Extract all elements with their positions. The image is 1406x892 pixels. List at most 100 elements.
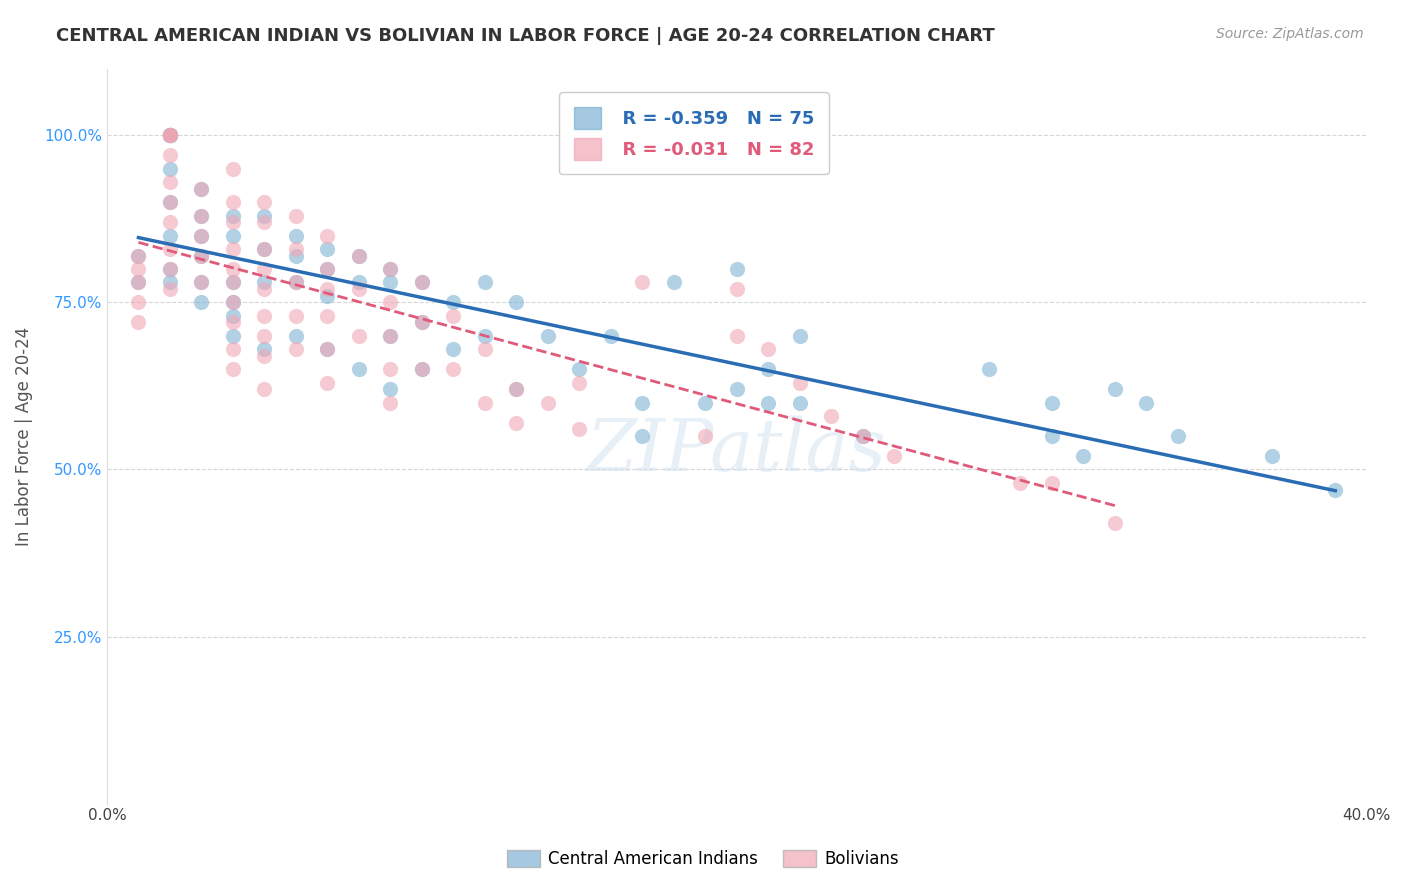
Point: [127, 249, 149, 263]
Point: [411, 276, 433, 290]
Point: [537, 395, 560, 409]
Point: [725, 282, 748, 296]
Point: [568, 362, 591, 376]
Point: [222, 328, 245, 343]
Point: [1040, 475, 1063, 490]
Point: [1135, 395, 1157, 409]
Point: [411, 316, 433, 330]
Point: [190, 228, 212, 243]
Point: [222, 295, 245, 310]
Point: [568, 422, 591, 436]
Point: [159, 128, 181, 143]
Point: [505, 295, 527, 310]
Point: [1324, 483, 1347, 497]
Point: [883, 449, 905, 463]
Point: [725, 382, 748, 396]
Point: [411, 362, 433, 376]
Point: [411, 362, 433, 376]
Point: [505, 382, 527, 396]
Point: [347, 362, 370, 376]
Point: [159, 128, 181, 143]
Point: [441, 362, 464, 376]
Point: [190, 249, 212, 263]
Point: [758, 395, 780, 409]
Text: Source: ZipAtlas.com: Source: ZipAtlas.com: [1216, 27, 1364, 41]
Point: [190, 182, 212, 196]
Point: [725, 328, 748, 343]
Point: [222, 228, 245, 243]
Point: [1104, 516, 1126, 530]
Point: [284, 276, 307, 290]
Legend:   R = -0.359   N = 75,   R = -0.031   N = 82: R = -0.359 N = 75, R = -0.031 N = 82: [560, 92, 828, 174]
Point: [159, 195, 181, 210]
Point: [253, 262, 276, 277]
Point: [127, 295, 149, 310]
Point: [253, 282, 276, 296]
Point: [347, 328, 370, 343]
Point: [159, 228, 181, 243]
Point: [159, 128, 181, 143]
Point: [316, 282, 339, 296]
Point: [1040, 395, 1063, 409]
Point: [190, 228, 212, 243]
Point: [159, 128, 181, 143]
Point: [222, 161, 245, 176]
Point: [159, 128, 181, 143]
Point: [380, 276, 402, 290]
Point: [190, 209, 212, 223]
Point: [253, 276, 276, 290]
Point: [127, 316, 149, 330]
Point: [253, 209, 276, 223]
Point: [411, 316, 433, 330]
Point: [190, 295, 212, 310]
Point: [253, 309, 276, 323]
Point: [253, 195, 276, 210]
Point: [474, 395, 496, 409]
Point: [190, 182, 212, 196]
Point: [505, 382, 527, 396]
Point: [316, 309, 339, 323]
Point: [820, 409, 842, 423]
Point: [159, 276, 181, 290]
Point: [159, 262, 181, 277]
Text: CENTRAL AMERICAN INDIAN VS BOLIVIAN IN LABOR FORCE | AGE 20-24 CORRELATION CHART: CENTRAL AMERICAN INDIAN VS BOLIVIAN IN L…: [56, 27, 995, 45]
Point: [316, 342, 339, 356]
Point: [253, 242, 276, 256]
Point: [474, 342, 496, 356]
Legend: Central American Indians, Bolivians: Central American Indians, Bolivians: [501, 843, 905, 875]
Point: [284, 309, 307, 323]
Point: [380, 382, 402, 396]
Point: [222, 276, 245, 290]
Point: [695, 395, 717, 409]
Point: [725, 262, 748, 277]
Point: [789, 376, 811, 390]
Point: [222, 195, 245, 210]
Point: [316, 376, 339, 390]
Point: [380, 328, 402, 343]
Point: [284, 209, 307, 223]
Y-axis label: In Labor Force | Age 20-24: In Labor Force | Age 20-24: [15, 326, 32, 546]
Point: [284, 242, 307, 256]
Point: [316, 289, 339, 303]
Point: [568, 376, 591, 390]
Point: [380, 262, 402, 277]
Point: [284, 328, 307, 343]
Point: [316, 262, 339, 277]
Point: [222, 209, 245, 223]
Point: [222, 295, 245, 310]
Point: [222, 362, 245, 376]
Point: [159, 128, 181, 143]
Point: [347, 282, 370, 296]
Point: [380, 262, 402, 277]
Point: [1261, 449, 1284, 463]
Point: [222, 276, 245, 290]
Point: [852, 429, 875, 443]
Point: [789, 395, 811, 409]
Point: [380, 295, 402, 310]
Point: [159, 148, 181, 162]
Point: [695, 429, 717, 443]
Point: [852, 429, 875, 443]
Point: [411, 276, 433, 290]
Point: [441, 295, 464, 310]
Point: [159, 128, 181, 143]
